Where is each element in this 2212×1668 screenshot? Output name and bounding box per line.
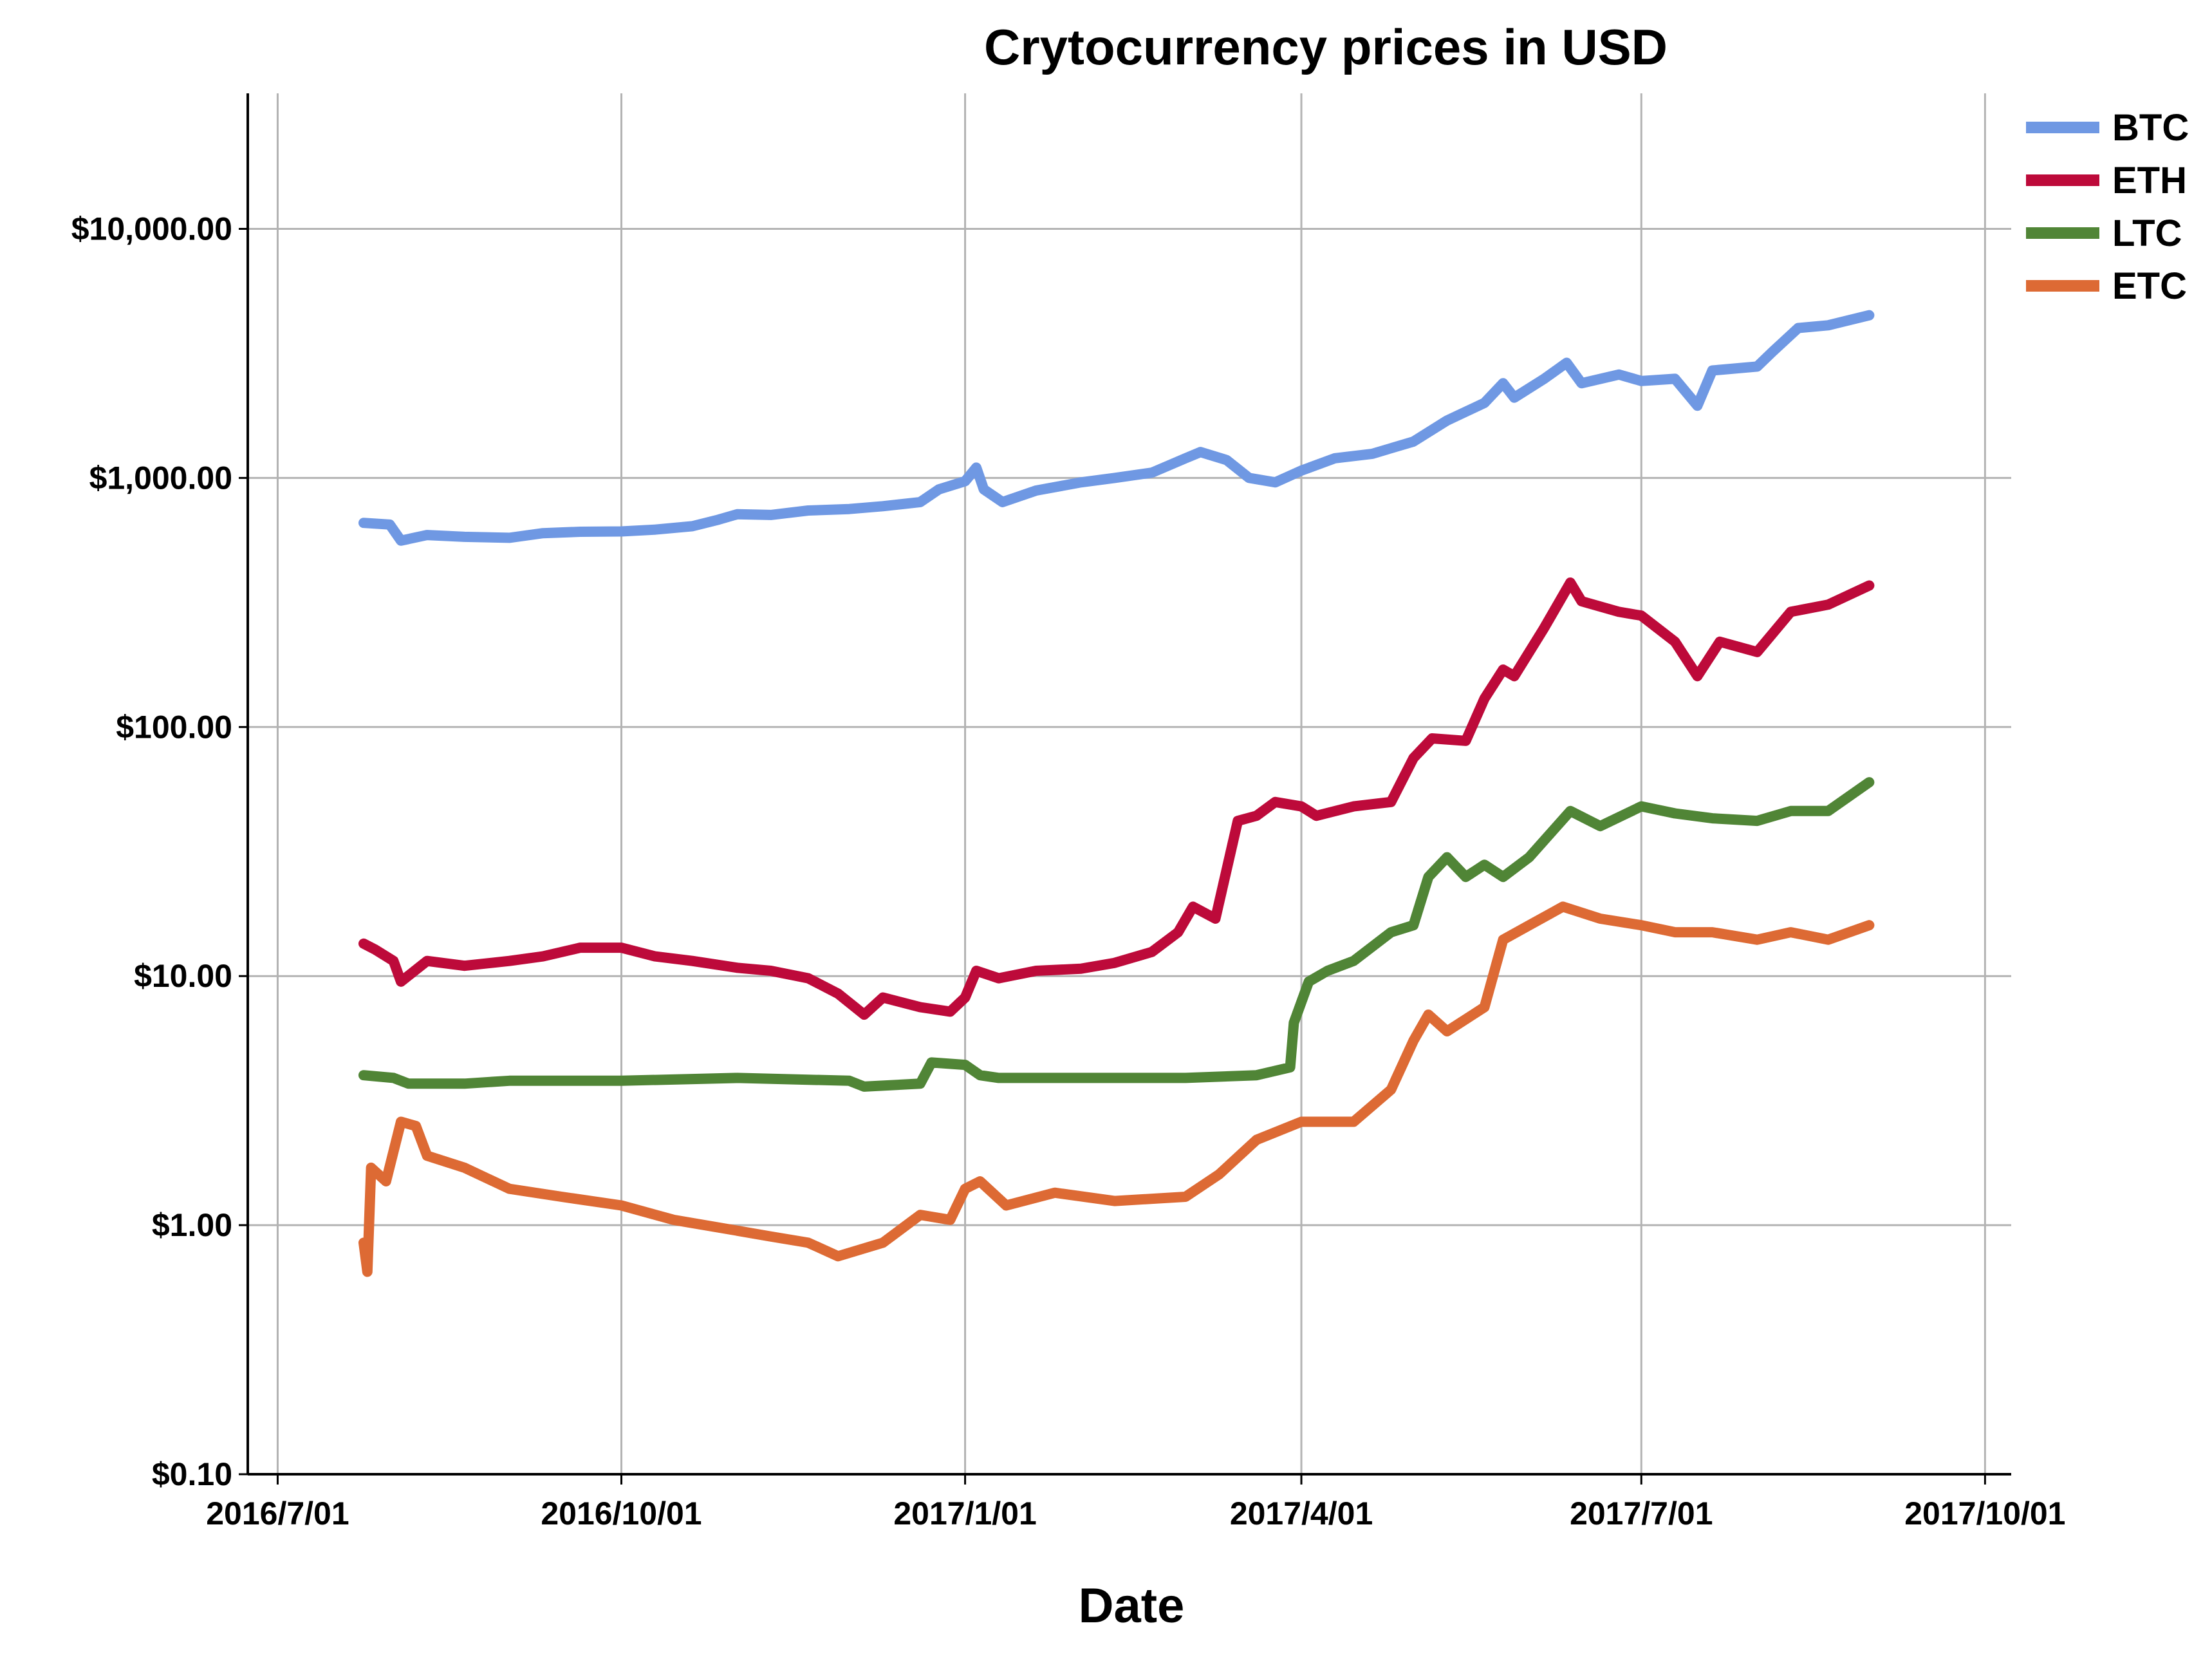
chart-title: Crytocurrency prices in USD [984,19,1668,75]
x-tick-label: 2016/10/01 [541,1495,702,1532]
series-lines [358,310,1875,1277]
x-tick-label: 2017/10/01 [1904,1495,2065,1532]
x-tick-label: 2017/4/01 [1230,1495,1373,1532]
x-axis-label: Date [1079,1579,1185,1633]
y-tick-label: $1,000.00 [89,460,232,496]
x-tick-label: 2017/1/01 [893,1495,1036,1532]
y-tick-label: $10,000.00 [71,211,232,247]
x-tick-labels: 2016/7/01 2016/10/01 2017/1/01 2017/4/01 201… [206,1495,2065,1532]
y-tick-label: $100.00 [116,709,232,745]
legend: BTC ETH LTC ETC [2026,107,2189,307]
y-tick-label: $1.00 [152,1207,232,1243]
axes [239,93,2011,1485]
series-line-etc [358,901,1875,1277]
series-line-eth [358,577,1875,1020]
y-tick-label: $0.10 [152,1456,232,1492]
y-tick-labels: $0.10 $1.00 $10.00 $100.00 $1,000.00 $10,000.… [71,211,232,1492]
x-tick-label: 2016/7/01 [206,1495,349,1532]
y-tick-label: $10.00 [134,958,232,994]
series-line-btc [358,310,1875,546]
legend-label-eth: ETH [2112,160,2187,201]
legend-label-ltc: LTC [2112,212,2182,254]
legend-label-btc: BTC [2112,107,2189,149]
x-tick-label: 2017/7/01 [1570,1495,1713,1532]
series-line-ltc [358,777,1875,1092]
legend-label-etc: ETC [2112,265,2187,307]
